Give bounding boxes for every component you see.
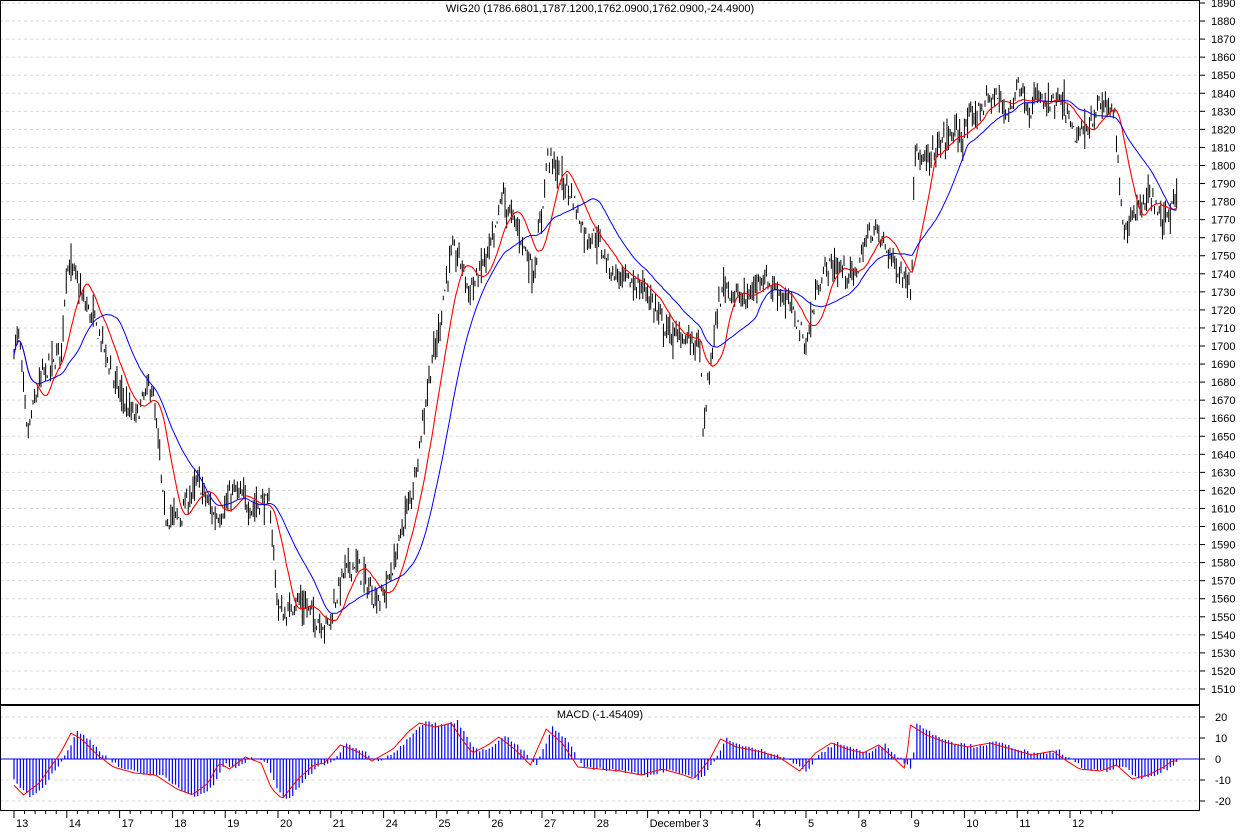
y-tick-label: 1880 [1211,16,1235,28]
y-tick-label: 1780 [1211,197,1235,209]
y-tick-label: -20 [1215,796,1231,808]
x-tick-label: 13 [16,818,28,830]
price-series [13,77,1178,644]
y-tick-label: 1820 [1211,124,1235,136]
y-tick-label: 1890 [1211,0,1235,10]
x-tick-label: December [650,818,701,830]
x-tick-label: 20 [280,818,292,830]
y-tick-label: 1560 [1211,594,1235,606]
y-tick-label: 1630 [1211,467,1235,479]
y-tick-label: 1530 [1211,648,1235,660]
y-tick-label: 1550 [1211,612,1235,624]
macd-histogram [13,719,1178,799]
short-moving-average-line [13,98,1177,622]
x-tick-label: 10 [966,818,978,830]
y-tick-label: 0 [1215,754,1221,766]
y-tick-label: 10 [1215,733,1227,745]
macd-signal-line [13,722,1177,799]
x-tick-label: 24 [386,818,398,830]
main-chart-title: WIG20 (1786.6801,1787.1200,1762.0900,176… [446,3,754,15]
y-tick-label: 1810 [1211,142,1235,154]
y-tick-label: 1750 [1211,251,1235,263]
main-panel-frame [0,0,1200,705]
x-tick-label: 25 [438,818,450,830]
y-tick-label: 1650 [1211,431,1235,443]
y-tick-label: 1570 [1211,576,1235,588]
x-tick-label: 19 [227,818,239,830]
y-tick-label: 1800 [1211,160,1235,172]
y-tick-label: 1770 [1211,215,1235,227]
x-tick-label: 21 [333,818,345,830]
y-tick-label: 1840 [1211,88,1235,100]
x-tick-label: 9 [914,818,920,830]
y-tick-label: 1680 [1211,377,1235,389]
macd-chart-title: MACD (-1.45409) [557,709,643,721]
y-tick-label: 1700 [1211,341,1235,353]
y-tick-label: 1690 [1211,359,1235,371]
main-y-axis: 1510 1520 1530 1540 1550 1560 1570 1580 1590 1600… [1200,0,1235,696]
y-tick-label: 1620 [1211,485,1235,497]
x-tick-label: 12 [1072,818,1084,830]
y-tick-label: 1830 [1211,106,1235,118]
y-tick-label: 1760 [1211,233,1235,245]
y-tick-label: 1590 [1211,540,1235,552]
y-tick-label: 1520 [1211,666,1235,678]
macd-y-axis: 20 10 0 -10 -20 [1200,712,1231,808]
y-tick-label: 1790 [1211,179,1235,191]
y-tick-label: 1710 [1211,323,1235,335]
x-axis: 13 14 17 18 19 20 21 24 25 26 27 28 December 3 4 5 8 9 10 1… [13,810,1113,830]
x-tick-label: 14 [69,818,81,830]
long-moving-average-line [13,99,1177,615]
y-tick-label: 1720 [1211,305,1235,317]
y-tick-label: 1730 [1211,287,1235,299]
x-tick-label: 5 [808,818,814,830]
x-tick-label: 26 [491,818,503,830]
y-tick-label: 1510 [1211,684,1235,696]
y-tick-label: 1740 [1211,269,1235,281]
y-tick-label: -10 [1215,775,1231,787]
y-tick-label: 1640 [1211,449,1235,461]
y-tick-label: 1580 [1211,558,1235,570]
x-tick-label: 11 [1019,818,1030,830]
y-tick-label: 1540 [1211,630,1235,642]
y-tick-label: 1870 [1211,34,1235,46]
x-tick-label: 17 [122,818,134,830]
x-tick-label: 3 [702,818,708,830]
main-grid [0,2,1199,690]
y-tick-label: 20 [1215,712,1227,724]
y-tick-label: 1610 [1211,503,1235,515]
y-tick-label: 1850 [1211,70,1235,82]
y-tick-label: 1670 [1211,395,1235,407]
x-tick-label: 18 [174,818,186,830]
x-tick-label: 27 [544,818,556,830]
y-tick-label: 1600 [1211,522,1235,534]
x-tick-label: 4 [755,818,761,830]
macd-panel-frame [0,705,1200,811]
x-tick-label: 28 [597,818,609,830]
y-tick-label: 1660 [1211,413,1235,425]
y-tick-label: 1860 [1211,52,1235,64]
x-tick-label: 8 [861,818,867,830]
